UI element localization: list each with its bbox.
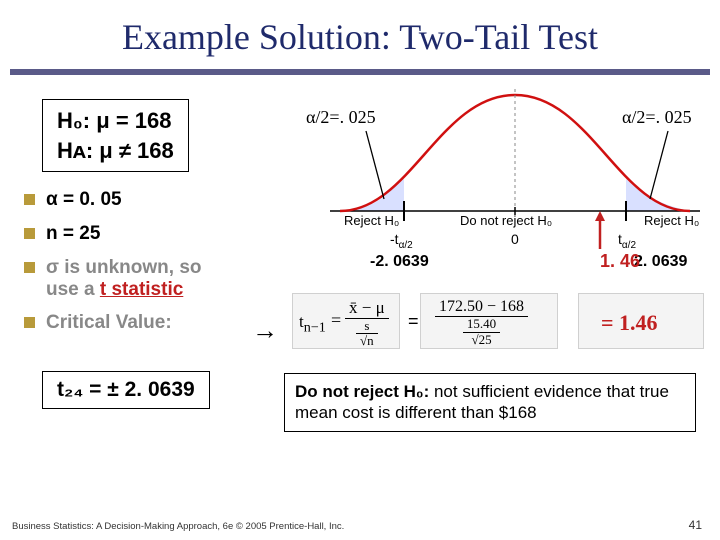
bullet-list: α = 0. 05 n = 25 σ is unknown, so use a …	[24, 189, 202, 346]
bullet-alpha-text: α = 0. 05	[46, 189, 122, 210]
t-calc-value: 1. 46	[600, 251, 640, 272]
reject-right-label: Reject H₀	[644, 213, 699, 228]
footer-text: Business Statistics: A Decision-Making A…	[12, 521, 344, 532]
critical-value-box: t₂₄ = ± 2. 0639	[42, 371, 210, 409]
page-number: 41	[689, 518, 702, 532]
formula-result: = 1.46	[578, 293, 704, 349]
neg-t-label: -tα/2	[390, 231, 413, 251]
pos-t-label: tα/2	[618, 231, 636, 251]
formula-symbolic: tn−1 = x̄ − μ s √n	[292, 293, 400, 349]
arrow-icon: →	[252, 315, 278, 346]
neg-crit-value: -2. 0639	[370, 253, 429, 271]
alt-hypothesis: Hᴀ: μ ≠ 168	[57, 136, 174, 166]
null-hypothesis: H₀: μ = 168	[57, 106, 174, 136]
reject-left-label: Reject H₀	[344, 213, 399, 228]
bullet-n: n = 25	[24, 223, 202, 245]
conclusion-box: Do not reject H₀: not sufficient evidenc…	[284, 373, 696, 432]
t-statistic-text: t statistic	[100, 279, 183, 300]
bullet-critval: Critical Value:	[24, 312, 202, 334]
formula-numeric: 172.50 − 168 15.40 √25	[420, 293, 558, 349]
bullet-alpha: α = 0. 05	[24, 189, 202, 211]
slide-title: Example Solution: Two-Tail Test	[0, 0, 720, 66]
conclusion-lead: Do not reject H₀:	[295, 382, 429, 401]
bullet-critval-text: Critical Value:	[46, 312, 172, 333]
pos-crit-value: 2. 0639	[634, 253, 687, 271]
alpha-left-label: α/2=. 025	[306, 107, 376, 128]
zero-label: 0	[511, 231, 519, 247]
do-not-reject-label: Do not reject H₀	[460, 213, 552, 228]
hypotheses-box: H₀: μ = 168 Hᴀ: μ ≠ 168	[42, 99, 189, 172]
bullet-sigma: σ is unknown, so use a t statistic	[24, 257, 202, 301]
content-area: H₀: μ = 168 Hᴀ: μ ≠ 168 α = 0. 05 n = 25…	[0, 75, 720, 505]
bullet-sigma-line1: σ is unknown, so	[46, 257, 202, 278]
alpha-right-label: α/2=. 025	[622, 107, 692, 128]
bullet-sigma-line2-pre: use a	[46, 279, 100, 300]
bullet-n-text: n = 25	[46, 223, 100, 244]
distribution-chart: α/2=. 025 α/2=. 025 Reject H₀ Do not rej…	[300, 83, 700, 283]
formula-row: → tn−1 = x̄ − μ s √n = 172.50 − 168	[252, 293, 704, 357]
